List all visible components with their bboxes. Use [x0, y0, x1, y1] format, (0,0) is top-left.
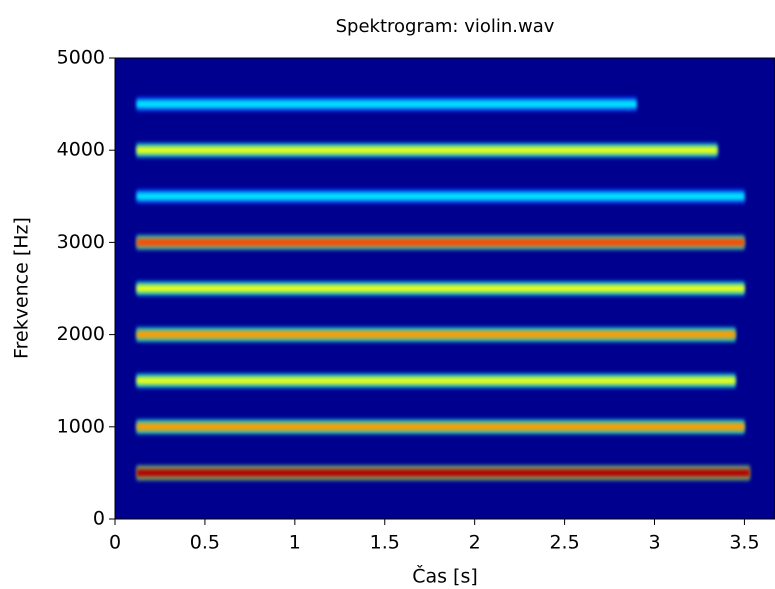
harmonic-band	[136, 238, 745, 247]
y-tick-label: 4000	[57, 139, 105, 161]
x-tick-label: 0	[109, 532, 121, 554]
y-tick-label: 1000	[57, 415, 105, 437]
harmonic-band	[136, 192, 745, 201]
y-tick-label: 5000	[57, 47, 105, 69]
x-tick-label: 2	[469, 532, 481, 554]
plot-frame	[114, 57, 775, 520]
x-tick-label: 1.5	[370, 532, 400, 554]
harmonic-band	[136, 422, 745, 431]
x-tick-label: 3.5	[729, 532, 759, 554]
x-tick-label: 0.5	[190, 532, 220, 554]
y-axis-label: Frekvence [Hz]	[11, 217, 33, 359]
y-tick-label: 2000	[57, 323, 105, 345]
harmonic-band	[136, 468, 750, 477]
y-tick-label: 3000	[57, 231, 105, 253]
harmonic-band	[136, 284, 745, 293]
x-axis-label: Čas [s]	[412, 564, 478, 588]
x-tick-label: 2.5	[549, 532, 579, 554]
x-tick-label: 3	[648, 532, 660, 554]
harmonic-band	[136, 146, 718, 155]
x-tick-label: 1	[289, 532, 301, 554]
harmonic-band	[136, 376, 736, 385]
harmonic-band	[136, 330, 736, 339]
y-tick-label: 0	[93, 508, 105, 530]
chart-title: Spektrogram: violin.wav	[336, 16, 555, 37]
harmonic-band	[136, 100, 637, 109]
